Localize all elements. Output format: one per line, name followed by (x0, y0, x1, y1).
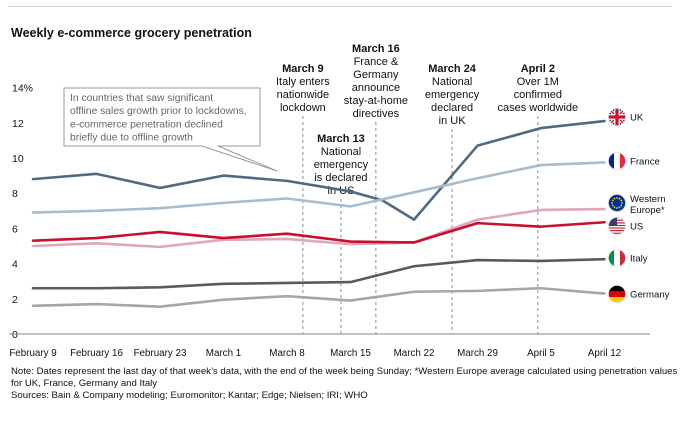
legend-label: UK (630, 113, 644, 124)
callout-text: e-commerce penetration declined (70, 119, 223, 130)
event-description: emergency (425, 89, 480, 101)
event-description: Germany (353, 69, 399, 81)
chart-title: Weekly e-commerce grocery penetration (11, 26, 252, 40)
legend-label: Italy (630, 254, 648, 265)
event-description: lockdown (280, 102, 326, 114)
eu-flag-icon (608, 194, 626, 212)
series-line-france (31, 161, 606, 214)
event-date-label: March 24 (428, 63, 477, 75)
y-tick-label: 0 (12, 329, 18, 341)
event-description: is declared (314, 172, 367, 184)
series-line-italy (31, 257, 606, 290)
x-tick-label: March 1 (206, 348, 241, 359)
event-description: Italy enters (276, 76, 330, 88)
event-description: France & (354, 56, 399, 68)
y-tick-label: 4 (12, 259, 18, 271)
y-tick-label: 8 (12, 188, 18, 200)
x-tick-label: February 23 (134, 348, 187, 359)
callout-text: offline sales growth prior to lockdowns, (70, 106, 247, 117)
event-description: Over 1M (517, 76, 559, 88)
y-tick-label: 6 (12, 223, 18, 235)
legend-label: France (630, 157, 660, 168)
sources-line: Sources: Bain & Company modeling; Euromo… (11, 390, 368, 402)
legend-label: US (630, 222, 643, 233)
us-flag-icon (608, 217, 626, 235)
footnote: Note: Dates represent the last day of th… (11, 366, 678, 403)
event-description: declared (431, 102, 473, 114)
event-description: announce (352, 82, 400, 94)
y-tick-label: 14% (12, 83, 33, 95)
note-line-1: Note: Dates represent the last day of th… (11, 366, 678, 377)
italy-flag-icon (608, 249, 626, 267)
x-tick-label: February 9 (9, 348, 56, 359)
x-tick-label: March 15 (330, 348, 371, 359)
callout-text: briefly due to offline growth (70, 133, 193, 144)
x-tick-label: April 12 (588, 348, 621, 359)
event-description: confirmed (514, 89, 562, 101)
series-line-germany (31, 286, 606, 309)
event-description: in UK (439, 115, 467, 127)
event-description: emergency (314, 159, 369, 171)
event-date-label: March 13 (317, 133, 365, 145)
event-description: directives (353, 108, 400, 120)
event-description: National (432, 76, 472, 88)
event-date-label: March 9 (282, 63, 324, 75)
event-description: National (321, 146, 361, 158)
series-line-us (31, 220, 606, 244)
callout-box (63, 87, 278, 172)
event-date-label: April 2 (521, 63, 555, 75)
y-tick-label: 2 (12, 294, 18, 306)
x-tick-label: March 8 (269, 348, 305, 359)
event-description: nationwide (277, 89, 330, 101)
uk-flag-icon (608, 108, 626, 126)
event-date-label: March 16 (352, 43, 400, 55)
france-flag-icon (608, 152, 626, 170)
x-tick-label: March 22 (394, 348, 435, 359)
x-tick-label: April 5 (527, 348, 555, 359)
y-tick-label: 12 (12, 118, 24, 130)
event-description: cases worldwide (497, 102, 578, 114)
top-rule (8, 6, 672, 7)
series-line-western-europe (31, 207, 606, 249)
x-tick-label: February 16 (70, 348, 123, 359)
event-description: stay-at-home (344, 95, 408, 107)
legend-label: Europe* (630, 205, 665, 216)
callout-text: In countries that saw significant (70, 93, 213, 104)
x-tick-label: March 29 (457, 348, 498, 359)
y-tick-label: 10 (12, 153, 24, 165)
legend-label: Western (630, 194, 666, 205)
germany-flag-icon (608, 285, 626, 303)
legend-label: Germany (630, 290, 670, 301)
note-line-2: for UK, France, Germany and Italy (11, 378, 158, 390)
series-line-uk (31, 119, 606, 221)
